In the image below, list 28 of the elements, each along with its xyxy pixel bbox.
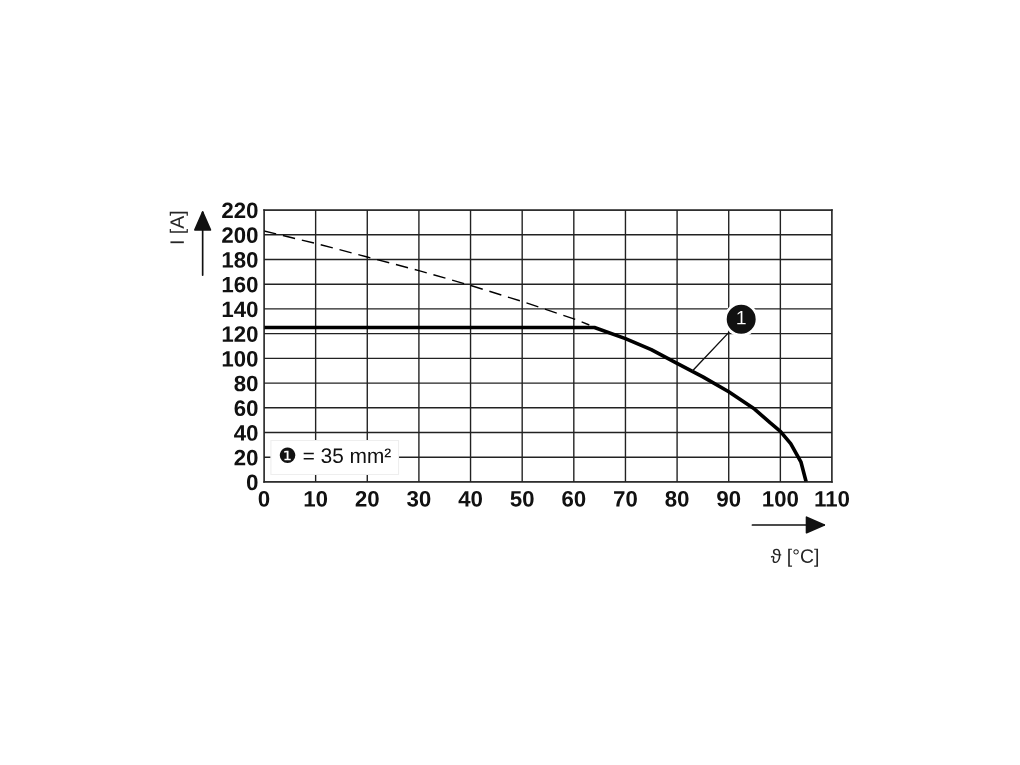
y-tick-label: 20 (234, 449, 258, 466)
x-tick-label: 80 (665, 490, 689, 507)
annotation: 1 (737, 310, 746, 325)
y-tick-label: 200 (222, 227, 258, 243)
y-tick-label: 60 (234, 400, 258, 417)
x-tick-label: 20 (355, 490, 379, 507)
x-tick-label: 110 (815, 490, 850, 507)
x-tick-label: 50 (510, 490, 534, 507)
x-tick-label: 90 (717, 490, 741, 507)
y-tick-label: 120 (222, 326, 258, 342)
x-tick-label: 100 (763, 490, 798, 507)
y-tick-label: 140 (222, 301, 258, 318)
y-tick-label: 100 (222, 350, 258, 367)
y-tick-label: 0 (246, 474, 258, 491)
y-tick-label: 220 (222, 202, 258, 219)
x-tick-label: 10 (304, 490, 328, 507)
y-tick-label: 40 (234, 425, 258, 441)
y-tick-label: 80 (234, 375, 258, 392)
y-tick-label: 180 (222, 251, 258, 268)
y-axis-title: I [A] (169, 211, 188, 244)
y-tick-label: 160 (222, 276, 258, 293)
x-tick-label: 70 (614, 490, 637, 507)
x-tick-label: 40 (458, 490, 482, 507)
x-tick-label: 30 (407, 490, 431, 507)
x-tick-label: 60 (562, 490, 586, 507)
annotation: ❶ = 35 mm² (279, 447, 391, 464)
x-tick-label: 0 (258, 490, 270, 507)
x-axis-title: ϑ [°C] (770, 548, 819, 567)
